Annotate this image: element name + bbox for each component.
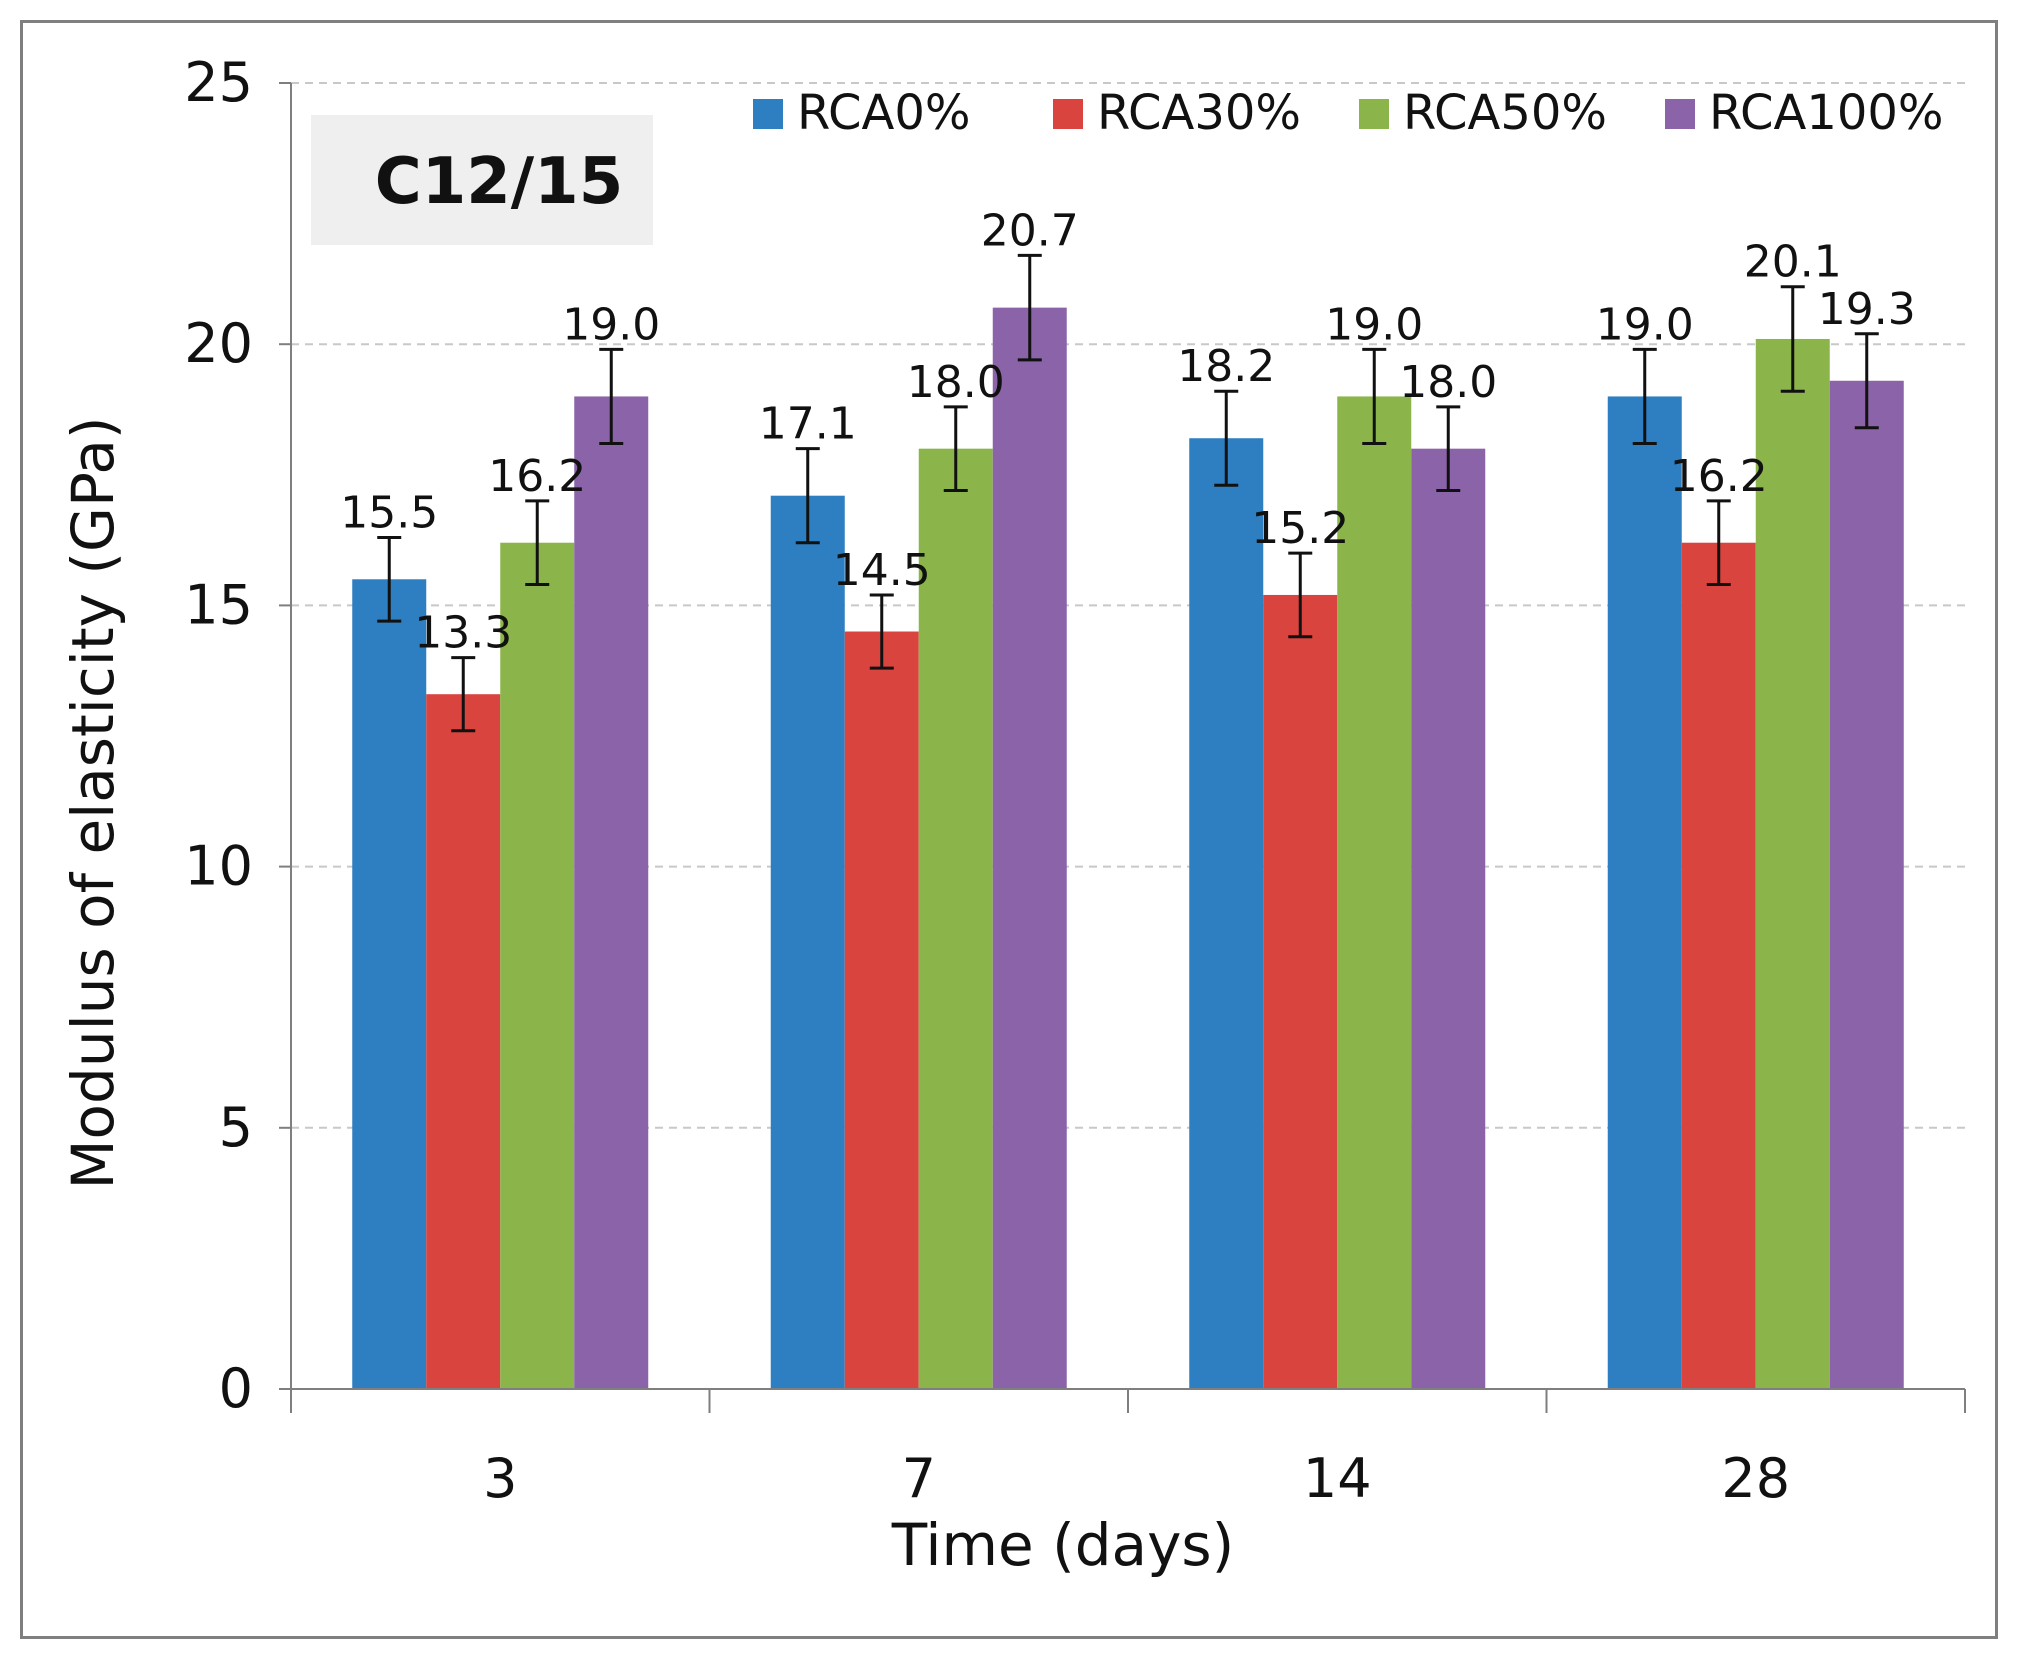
bar [574,396,649,1389]
y-tick-label: 10 [184,835,253,898]
data-label: 19.3 [1818,284,1916,335]
bar [1829,380,1904,1389]
data-labels: 15.5 13.3 16.2 19.0 17.1 14.5 18.0 20.7 18.2 15.2… [340,205,1915,658]
y-tick-label: 0 [219,1357,253,1420]
data-label: 18.0 [907,357,1005,408]
bar-chart: 0 5 10 15 20 25 3 7 14 28 15.5 13.3 16.2 19.0 17.1 14.… [59,51,1966,1579]
data-label: 16.2 [488,451,586,502]
bar [770,495,845,1389]
x-axis-title: Time (days) [891,1511,1235,1579]
legend-label: RCA0% [797,85,970,141]
legend-swatch [753,99,783,129]
grade-annotation: C12/15 [311,115,653,245]
y-tick-label: 5 [219,1096,253,1159]
x-tick-label: 3 [483,1447,517,1510]
x-tick-label: 7 [902,1447,936,1510]
data-label: 18.2 [1177,341,1275,392]
bar [426,694,501,1389]
y-axis-title: Modulus of elasticity (GPa) [59,416,127,1189]
data-label: 20.7 [981,205,1079,256]
bar [1411,448,1486,1389]
bar [352,579,427,1389]
legend-label: RCA100% [1709,85,1944,141]
grade-annotation-box [311,115,653,245]
data-label: 16.2 [1670,451,1768,502]
bar [1755,338,1830,1389]
bar [1337,396,1412,1389]
axes: 0 5 10 15 20 25 3 7 14 28 [184,51,1966,1510]
bar [1607,396,1682,1389]
legend: RCA0% RCA30% RCA50% RCA100% [753,85,1944,141]
bar [1263,594,1338,1389]
bar [1681,542,1756,1389]
data-label: 19.0 [1596,299,1694,350]
y-tick-label: 15 [184,573,253,636]
data-label: 20.1 [1744,237,1842,288]
data-label: 14.5 [833,545,931,596]
y-tick-label: 20 [184,312,253,375]
data-label: 15.2 [1251,503,1349,554]
data-label: 19.0 [562,299,660,350]
legend-swatch [1053,99,1083,129]
bar [992,307,1067,1390]
legend-swatch [1665,99,1695,129]
bar [918,448,993,1389]
data-label: 15.5 [340,487,438,538]
x-tick-label: 28 [1721,1447,1790,1510]
data-label: 17.1 [759,399,857,450]
data-label: 19.0 [1325,299,1423,350]
grade-annotation-label: C12/15 [375,145,623,219]
data-label: 13.3 [414,608,512,659]
data-label: 18.0 [1399,357,1497,408]
bar [500,542,575,1389]
bars [352,253,1904,1390]
legend-label: RCA30% [1097,85,1301,141]
legend-label: RCA50% [1403,85,1607,141]
bar [844,631,919,1389]
x-tick-label: 14 [1303,1447,1372,1510]
bar [1189,438,1264,1389]
chart-frame: 0 5 10 15 20 25 3 7 14 28 15.5 13.3 16.2 19.0 17.1 14.… [20,20,1998,1639]
y-tick-label: 25 [184,51,253,114]
legend-swatch [1359,99,1389,129]
